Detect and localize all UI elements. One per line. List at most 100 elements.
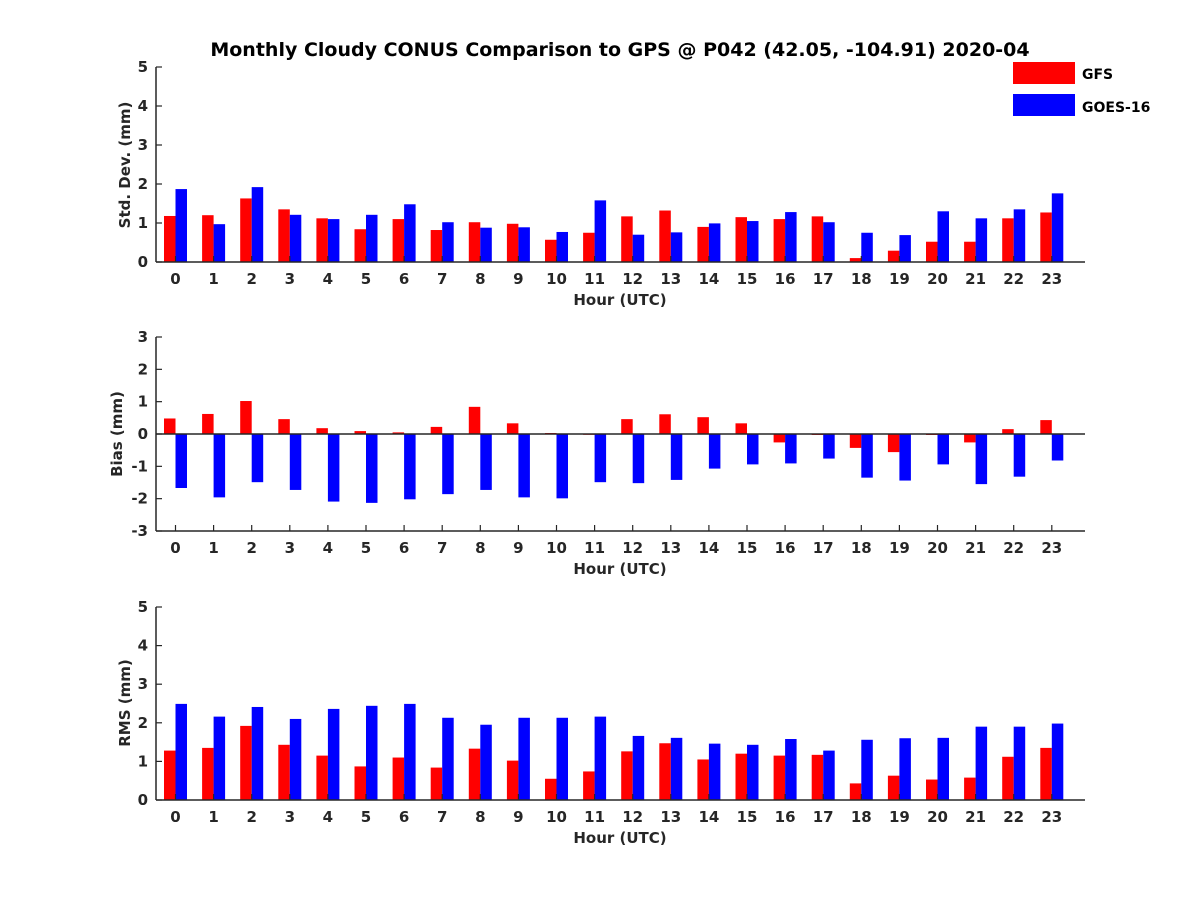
std-bar-gfs-6 bbox=[392, 219, 405, 262]
bias-bar-goes-16-15 bbox=[747, 434, 759, 465]
rms-bar-gfs-5 bbox=[354, 766, 366, 800]
rms-bar-goes-16-7 bbox=[442, 717, 454, 800]
std-bar-goes-16-20 bbox=[937, 211, 949, 262]
std-bar-goes-16-8 bbox=[480, 227, 492, 262]
bias-xtick-label: 18 bbox=[851, 539, 872, 557]
rms-xtick-label: 10 bbox=[546, 808, 567, 826]
rms-xtick-label: 13 bbox=[660, 808, 681, 826]
rms-bar-goes-16-2 bbox=[251, 706, 264, 800]
std-bar-goes-16-16 bbox=[785, 212, 797, 262]
legend: GFS GOES-16 bbox=[1013, 62, 1150, 116]
std-bar-goes-16-23 bbox=[1051, 193, 1064, 262]
bias-xtick-label: 6 bbox=[399, 539, 409, 557]
rms-xtick-label: 14 bbox=[698, 808, 719, 826]
std-bar-gfs-8 bbox=[468, 222, 481, 262]
bias-xtick-label: 12 bbox=[622, 539, 643, 557]
bias-bar-goes-16-0 bbox=[175, 434, 187, 488]
std-xtick-label: 20 bbox=[927, 270, 948, 288]
bias-bar-goes-16-19 bbox=[899, 434, 911, 481]
std-bar-gfs-10 bbox=[545, 239, 557, 262]
rms-bar-goes-16-23 bbox=[1051, 723, 1064, 800]
std-bar-goes-16-7 bbox=[442, 222, 454, 262]
bias-bar-goes-16-18 bbox=[861, 434, 873, 478]
bias-xtick-label: 17 bbox=[813, 539, 834, 557]
std-xtick-label: 2 bbox=[246, 270, 256, 288]
bias-bar-gfs-23 bbox=[1040, 420, 1052, 434]
std-ytick-label: 0 bbox=[138, 253, 148, 271]
bias-ytick-label: 1 bbox=[138, 393, 148, 411]
rms-xtick-label: 9 bbox=[513, 808, 523, 826]
bias-xtick-label: 2 bbox=[246, 539, 256, 557]
bias-bar-goes-16-9 bbox=[518, 434, 530, 498]
rms-xtick-label: 18 bbox=[851, 808, 872, 826]
bias-bar-goes-16-2 bbox=[251, 434, 264, 483]
std-bar-gfs-9 bbox=[506, 223, 519, 262]
bias-bar-goes-16-8 bbox=[480, 434, 492, 490]
rms-bar-goes-16-20 bbox=[937, 737, 949, 800]
rms-bar-gfs-15 bbox=[735, 753, 747, 800]
bias-bar-goes-16-17 bbox=[823, 434, 835, 459]
rms-bar-gfs-0 bbox=[164, 750, 176, 800]
std-bar-goes-16-21 bbox=[975, 218, 988, 262]
rms-bar-gfs-9 bbox=[506, 760, 519, 800]
rms-xlabel: Hour (UTC) bbox=[573, 829, 666, 847]
std-bar-gfs-18 bbox=[849, 258, 862, 262]
std-ytick-label: 2 bbox=[138, 175, 148, 193]
bias-bar-goes-16-22 bbox=[1013, 434, 1026, 477]
std-bar-goes-16-15 bbox=[747, 221, 759, 262]
bias-bar-gfs-19 bbox=[887, 434, 900, 453]
std-bar-gfs-15 bbox=[735, 217, 747, 262]
rms-ytick-label: 2 bbox=[138, 714, 148, 732]
rms-xtick-label: 21 bbox=[965, 808, 986, 826]
bias-bar-goes-16-13 bbox=[670, 434, 683, 480]
bias-ytick-label: -3 bbox=[131, 522, 148, 540]
legend-swatch-gfs bbox=[1013, 62, 1075, 84]
std-dev-ylabel: Std. Dev. (mm) bbox=[116, 102, 134, 229]
rms-bar-goes-16-5 bbox=[366, 705, 378, 800]
rms-bar-gfs-3 bbox=[278, 744, 290, 800]
rms-bar-gfs-4 bbox=[316, 755, 328, 800]
std-ytick-label: 4 bbox=[138, 97, 148, 115]
bias-xlabel: Hour (UTC) bbox=[573, 560, 666, 578]
rms-xtick-label: 4 bbox=[323, 808, 333, 826]
bias-bar-gfs-5 bbox=[354, 431, 366, 434]
bias-xtick-label: 23 bbox=[1041, 539, 1062, 557]
bias-xtick-label: 15 bbox=[737, 539, 758, 557]
rms-bar-gfs-1 bbox=[202, 747, 214, 800]
rms-bar-goes-16-1 bbox=[213, 716, 226, 800]
std-bar-gfs-7 bbox=[430, 230, 443, 262]
rms-xtick-label: 6 bbox=[399, 808, 409, 826]
bias-ytick-label: -1 bbox=[131, 457, 148, 475]
std-bar-gfs-5 bbox=[354, 229, 366, 262]
rms-bar-goes-16-12 bbox=[632, 735, 645, 800]
rms-ytick-label: 0 bbox=[138, 791, 148, 809]
bias-bar-goes-16-14 bbox=[708, 434, 721, 469]
rms-xtick-label: 2 bbox=[246, 808, 256, 826]
std-bar-goes-16-14 bbox=[708, 223, 721, 262]
bias-bar-gfs-15 bbox=[735, 423, 747, 434]
rms-bar-gfs-10 bbox=[545, 778, 557, 800]
rms-ytick-label: 5 bbox=[138, 598, 148, 616]
rms-bar-gfs-18 bbox=[849, 783, 862, 800]
std-bar-goes-16-22 bbox=[1013, 209, 1026, 262]
std-bar-gfs-22 bbox=[1002, 218, 1014, 262]
bias-xtick-label: 21 bbox=[965, 539, 986, 557]
std-xtick-label: 7 bbox=[437, 270, 447, 288]
rms-ylabel: RMS (mm) bbox=[116, 659, 134, 746]
std-xtick-label: 9 bbox=[513, 270, 523, 288]
rms-bar-gfs-17 bbox=[811, 754, 824, 800]
std-xtick-label: 1 bbox=[208, 270, 218, 288]
rms-xtick-label: 23 bbox=[1041, 808, 1062, 826]
rms-bar-goes-16-6 bbox=[404, 703, 416, 800]
bias-bar-goes-16-20 bbox=[937, 434, 949, 465]
std-bar-goes-16-13 bbox=[670, 232, 683, 262]
rms-bar-gfs-14 bbox=[697, 759, 709, 800]
rms-bar-goes-16-19 bbox=[899, 738, 911, 800]
bias-bar-goes-16-23 bbox=[1051, 434, 1064, 461]
bias-bar-goes-16-10 bbox=[556, 434, 568, 499]
bias-bar-gfs-14 bbox=[697, 417, 709, 434]
bias-bar-gfs-6 bbox=[392, 432, 405, 434]
rms-xtick-label: 19 bbox=[889, 808, 910, 826]
